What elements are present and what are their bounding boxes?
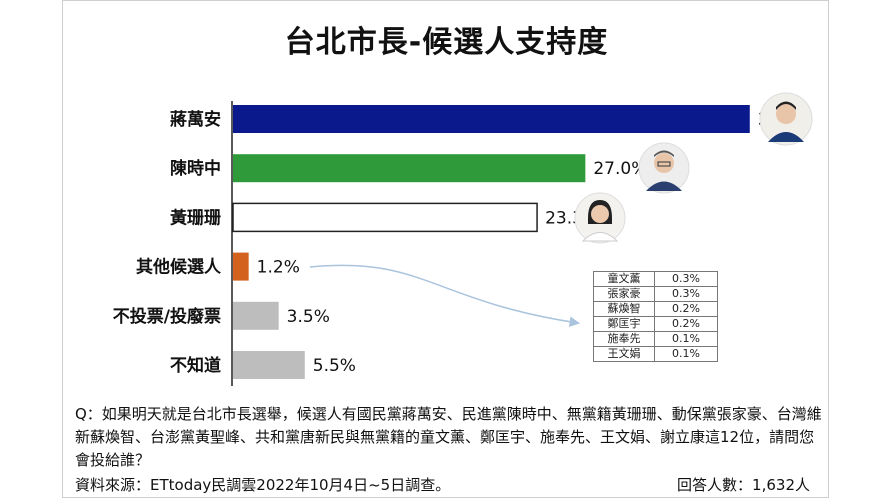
- candidate-name: 施奉先: [593, 331, 655, 347]
- category-label: 蔣萬安: [170, 109, 221, 130]
- callout-arrow: [309, 264, 581, 327]
- candidate-percent: 0.1%: [654, 346, 718, 362]
- candidate-percent: 0.3%: [654, 286, 718, 302]
- candidate-photo-icon: [759, 92, 813, 150]
- candidate-name: 鄭匡宇: [593, 316, 655, 332]
- candidate-percent: 0.3%: [654, 271, 718, 287]
- candidate-percent: 0.2%: [654, 301, 718, 317]
- bar-chart: 蔣萬安39.6%陳時中27.0%黃珊珊23.3%其他候選人1.2%不投票/投廢票…: [113, 101, 812, 386]
- table-row: 鄭匡宇 0.2%: [593, 316, 718, 332]
- candidate-percent: 0.2%: [654, 316, 718, 332]
- candidate-photo-icon: [638, 142, 690, 198]
- chart-title: 台北市長-候選人支持度: [284, 25, 609, 60]
- category-label: 陳時中: [170, 158, 221, 179]
- respondent-count: 回答人數：1,632人: [677, 476, 810, 494]
- chart-card: 台北市長-候選人支持度 蔣萬安39.6%陳時中27.0%黃珊珊23.3%其他候選…: [62, 0, 829, 498]
- data-source: 資料來源：ETtoday民調雲2022年10月4日~5日調查。: [75, 476, 451, 494]
- table-row: 王文娟 0.1%: [593, 346, 718, 362]
- bar-1: [233, 154, 586, 183]
- candidate-name: 張家豪: [593, 286, 655, 302]
- table-row: 施奉先 0.1%: [593, 331, 718, 347]
- table-row: 張家豪 0.3%: [593, 286, 718, 302]
- bar-2: [232, 202, 538, 233]
- category-label: 不投票/投廢票: [113, 306, 221, 327]
- table-row: 蘇煥智 0.2%: [593, 301, 718, 317]
- bar-3: [233, 252, 249, 281]
- candidate-name: 王文娟: [593, 346, 655, 362]
- value-label: 3.5%: [287, 307, 330, 327]
- value-label: 1.2%: [257, 258, 300, 278]
- value-label: 5.5%: [313, 356, 356, 376]
- bar-5: [233, 351, 305, 379]
- bar-0: [233, 105, 750, 133]
- survey-question: Q：如果明天就是台北市長選舉，候選人有國民黨蔣萬安、民進黨陳時中、無黨籍黃珊珊、…: [75, 405, 822, 469]
- category-label: 黃珊珊: [169, 208, 221, 228]
- candidate-photo-icon: [574, 192, 626, 248]
- other-candidates-table: 童文薰 0.3% 張家豪 0.3% 蘇煥智 0.2% 鄭匡宇 0.2% 施奉先 0.1% 王文娟 0.…: [593, 271, 718, 362]
- value-label: 27.0%: [593, 159, 647, 179]
- candidate-name: 蘇煥智: [593, 301, 655, 317]
- bar-4: [233, 301, 279, 330]
- candidate-percent: 0.1%: [654, 331, 718, 347]
- category-label: 其他候選人: [136, 257, 222, 278]
- table-row: 童文薰 0.3%: [593, 271, 718, 287]
- category-label: 不知道: [170, 355, 221, 376]
- candidate-name: 童文薰: [593, 271, 655, 287]
